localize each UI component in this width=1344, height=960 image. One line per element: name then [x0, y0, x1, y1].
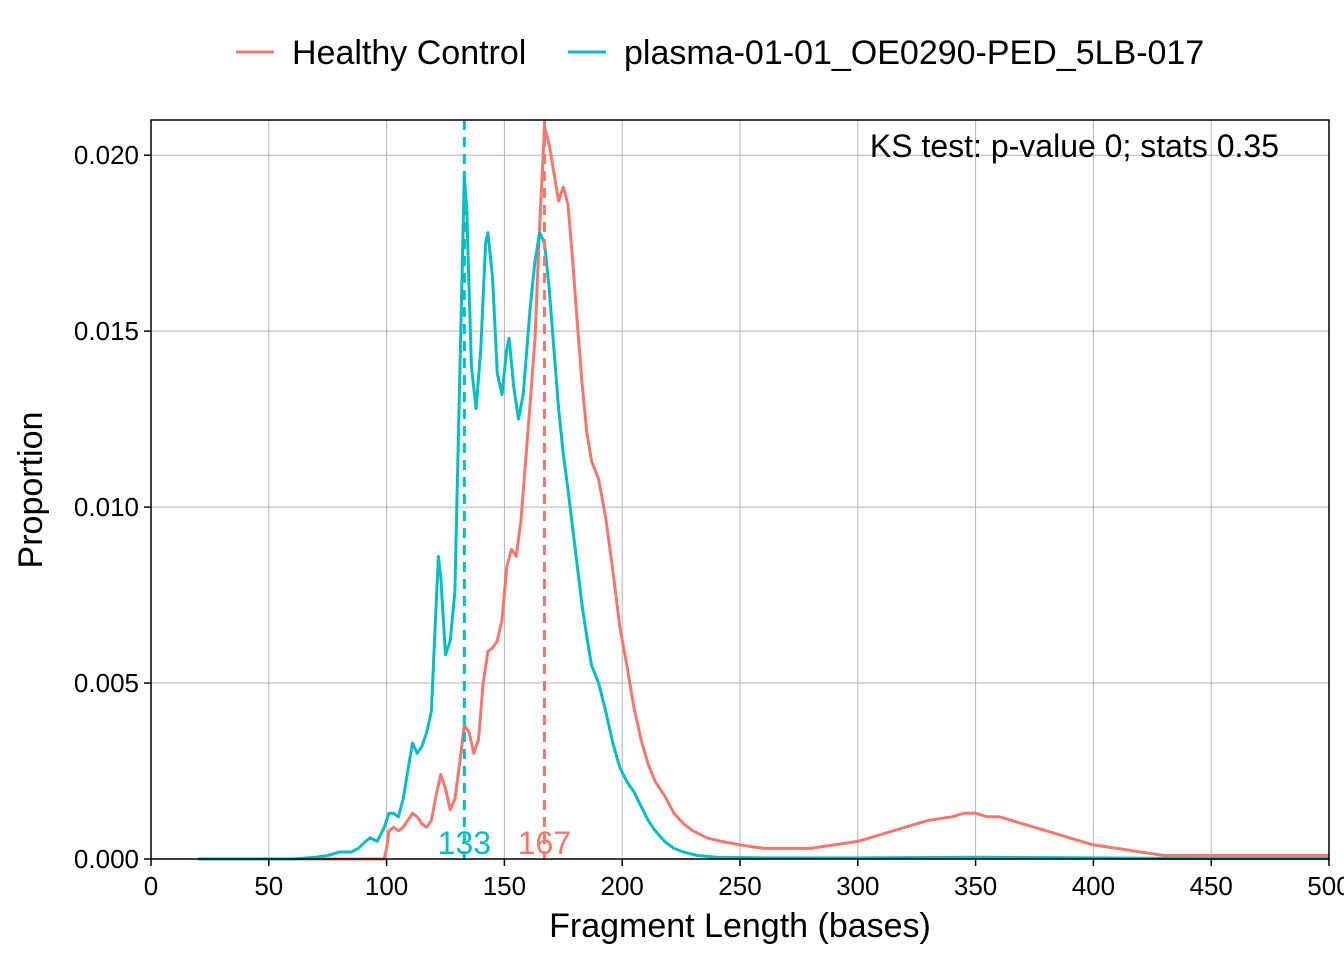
legend-label-healthy-control: Healthy Control — [292, 34, 526, 72]
y-tick-label: 0.000 — [74, 844, 139, 874]
x-tick-label: 500 — [1307, 871, 1344, 901]
legend-label-plasma-sample: plasma-01-01_OE0290-PED_5LB-017 — [624, 34, 1204, 72]
y-tick-label: 0.005 — [74, 668, 139, 698]
mode-label-plasma-sample: 133 — [438, 825, 491, 861]
x-tick-label: 350 — [954, 871, 997, 901]
x-tick-label: 400 — [1072, 871, 1115, 901]
x-tick-label: 100 — [365, 871, 408, 901]
mode-lines: 167 133 — [438, 120, 571, 861]
y-tick-label: 0.015 — [74, 316, 139, 346]
x-axis-title: Fragment Length (bases) — [549, 907, 931, 945]
series-line-plasma-sample — [198, 174, 1329, 861]
y-axis-title: Proportion — [12, 412, 50, 569]
y-tick-label: 0.020 — [74, 140, 139, 170]
x-tick-label: 200 — [601, 871, 644, 901]
mode-label-healthy-control: 167 — [518, 825, 571, 861]
ks-test-annotation: KS test: p-value 0; stats 0.35 — [870, 128, 1279, 164]
x-tick-label: 450 — [1190, 871, 1233, 901]
series-layer — [198, 125, 1329, 861]
x-tick-label: 150 — [483, 871, 526, 901]
y-axis-ticks: 0.000 0.005 0.010 0.015 0.020 — [74, 140, 151, 874]
series-line-healthy-control — [198, 125, 1329, 861]
x-tick-label: 250 — [718, 871, 761, 901]
y-tick-label: 0.010 — [74, 492, 139, 522]
x-axis-ticks: 0 50 100 150 200 250 300 350 400 450 500 — [144, 859, 1344, 901]
x-tick-label: 50 — [254, 871, 283, 901]
legend: Healthy Control plasma-01-01_OE0290-PED_… — [236, 34, 1204, 72]
x-tick-label: 0 — [144, 871, 158, 901]
x-tick-label: 300 — [836, 871, 879, 901]
